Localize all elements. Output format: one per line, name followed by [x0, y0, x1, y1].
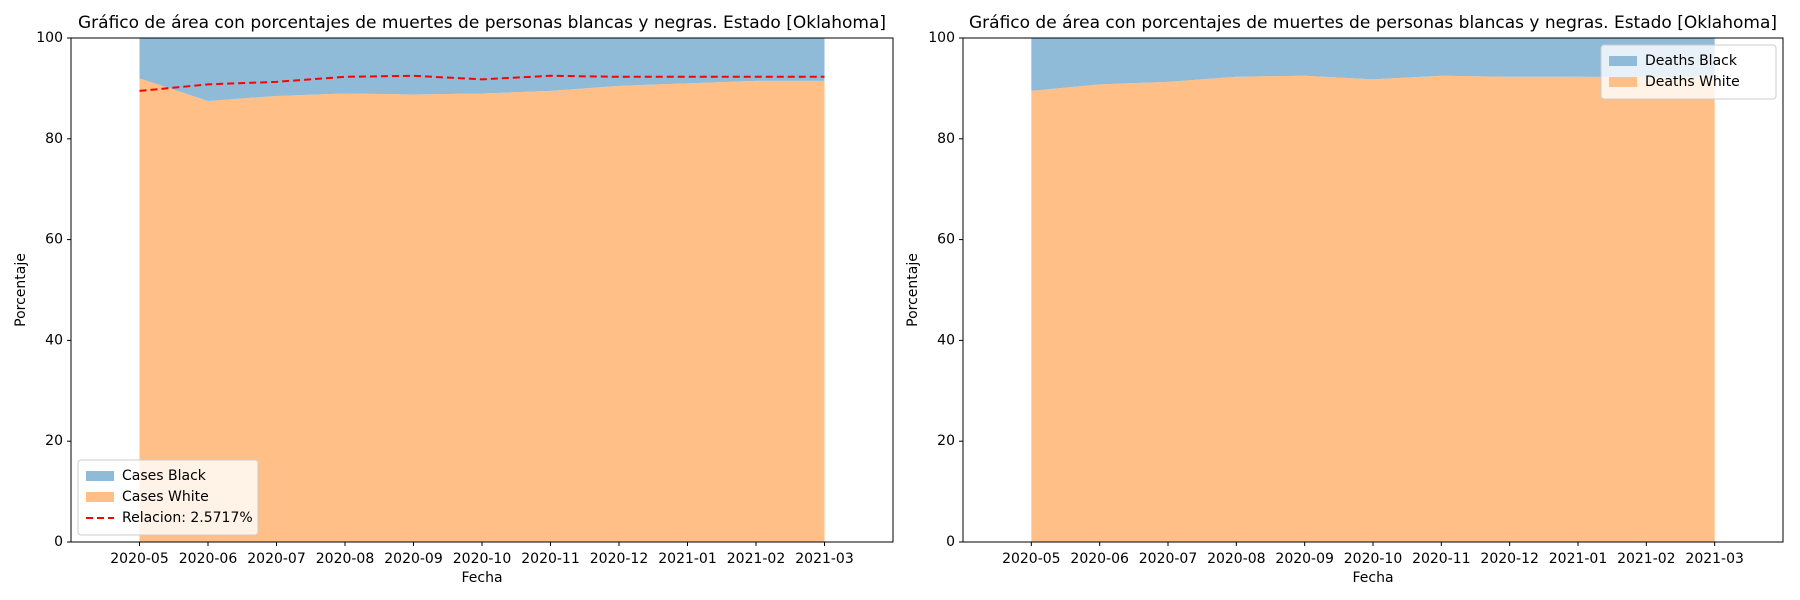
x-tick-label: 2020-08 [316, 551, 375, 567]
x-tick-label: 2020-12 [590, 551, 649, 567]
x-tick-label: 2020-11 [1412, 551, 1471, 567]
x-tick-label: 2020-09 [1275, 551, 1334, 567]
y-tick-label: 60 [45, 232, 63, 248]
area [139, 78, 825, 542]
y-tick-label: 80 [937, 131, 955, 147]
x-tick-label: 2020-06 [179, 551, 238, 567]
legend-swatch [1609, 56, 1637, 66]
chart-panel: Gráfico de área con porcentajes de muert… [905, 13, 1784, 586]
legend-label: Deaths White [1645, 74, 1740, 90]
legend-box [77, 459, 259, 536]
y-tick-label: 0 [946, 534, 955, 550]
y-tick-label: 80 [45, 131, 63, 147]
x-tick-label: 2020-06 [1070, 551, 1129, 567]
x-tick-label: 2020-08 [1207, 551, 1266, 567]
y-tick-label: 20 [45, 433, 63, 449]
legend: Cases Black Cases White Relacion: 2.5717% [77, 459, 259, 536]
x-tick-label: 2020-05 [1002, 551, 1061, 567]
y-axis-label: Porcentaje [905, 253, 921, 327]
x-tick-label: 2020-05 [110, 551, 169, 567]
area [1031, 75, 1715, 543]
x-tick-label: 2021-03 [1685, 551, 1744, 567]
legend-label: Deaths Black [1645, 53, 1738, 69]
x-tick-label: 2021-01 [1549, 551, 1608, 567]
x-tick-label: 2020-07 [247, 551, 306, 567]
y-tick-label: 100 [928, 30, 955, 46]
x-tick-label: 2020-10 [453, 551, 512, 567]
chart-title: Gráfico de área con porcentajes de muert… [969, 13, 1777, 33]
x-tick-label: 2020-10 [1344, 551, 1403, 567]
legend-swatch [86, 471, 114, 481]
y-axis-label: Porcentaje [13, 253, 29, 327]
legend-label: Cases White [122, 489, 209, 505]
area [139, 38, 825, 101]
legend-label: Cases Black [122, 468, 207, 484]
x-axis-label: Fecha [461, 570, 502, 586]
legend-box [1600, 44, 1777, 100]
x-axis-label: Fecha [1352, 570, 1393, 586]
y-tick-label: 40 [937, 332, 955, 348]
x-tick-label: 2021-01 [658, 551, 717, 567]
x-tick-label: 2020-11 [521, 551, 580, 567]
line [139, 74, 825, 92]
y-tick-label: 0 [54, 534, 63, 550]
legend-label: Relacion: 2.5717% [122, 510, 253, 526]
x-tick-label: 2020-12 [1480, 551, 1539, 567]
x-tick-label: 2021-02 [1617, 551, 1676, 567]
x-tick-label: 2020-07 [1139, 551, 1198, 567]
y-tick-label: 100 [36, 30, 63, 46]
chart-title: Gráfico de área con porcentajes de muert… [78, 13, 886, 33]
x-tick-label: 2020-09 [384, 551, 443, 567]
y-tick-label: 60 [937, 232, 955, 248]
y-tick-label: 40 [45, 332, 63, 348]
chart-panel: Gráfico de área con porcentajes de muert… [13, 13, 894, 586]
legend-swatch [1609, 77, 1637, 87]
legend: Deaths Black Deaths White [1600, 44, 1777, 100]
x-tick-label: 2021-03 [795, 551, 854, 567]
x-tick-label: 2021-02 [727, 551, 786, 567]
area [1031, 38, 1715, 91]
legend-swatch [86, 492, 114, 502]
y-tick-label: 20 [937, 433, 955, 449]
